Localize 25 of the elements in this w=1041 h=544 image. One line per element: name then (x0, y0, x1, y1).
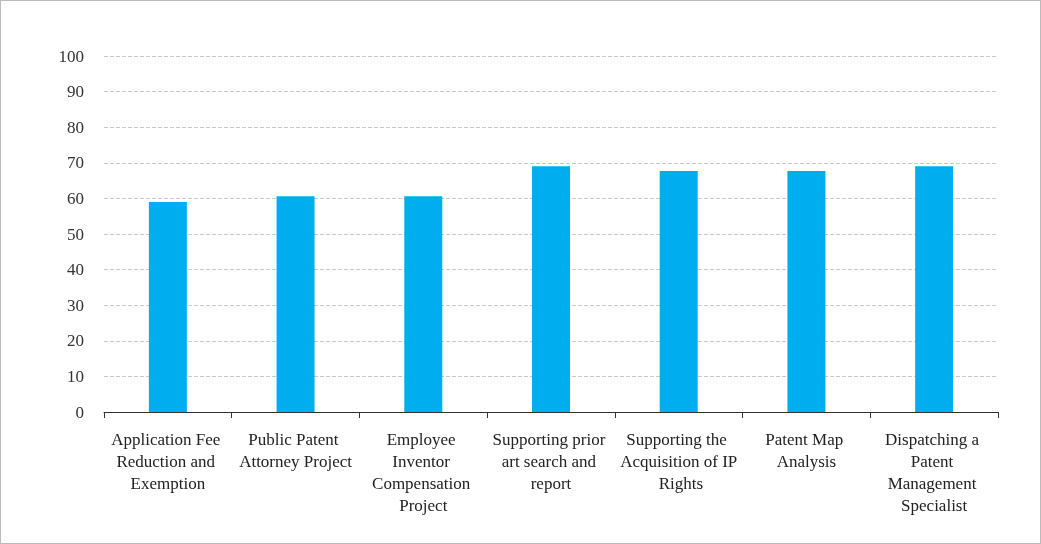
y-tick-label: 10 (67, 366, 84, 386)
x-tick-label: Supporting the Acquisition of IP Rights (620, 429, 738, 493)
bar (532, 166, 570, 412)
x-tick-label: Employee Inventor Compensation Project (372, 429, 475, 515)
y-tick-label: 0 (75, 402, 84, 422)
x-tick-label: Dispatching a Patent Management Specialist (885, 429, 984, 515)
x-tick-label: Patent Map Analysis (765, 429, 848, 471)
y-tick-label: 90 (67, 82, 84, 102)
bar (915, 166, 954, 412)
bar (787, 170, 826, 412)
y-tick-label: 100 (58, 46, 84, 66)
bar (659, 170, 698, 412)
y-tick-label: 20 (67, 331, 84, 351)
y-tick-label: 70 (67, 153, 84, 173)
y-tick-label: 40 (67, 260, 84, 280)
x-tick-label: Application Fee Reduction and Exemption (111, 429, 225, 493)
x-tick-label: Public Patent Attorney Project (239, 429, 353, 471)
y-tick-label: 50 (67, 224, 84, 244)
y-tick-label: 80 (67, 117, 84, 137)
bar (148, 201, 187, 412)
bar (404, 196, 443, 412)
bar (276, 196, 315, 412)
y-tick-label: 30 (67, 295, 84, 315)
x-tick-label: Supporting prior art search and report (492, 429, 610, 493)
y-tick-label: 60 (67, 188, 84, 208)
